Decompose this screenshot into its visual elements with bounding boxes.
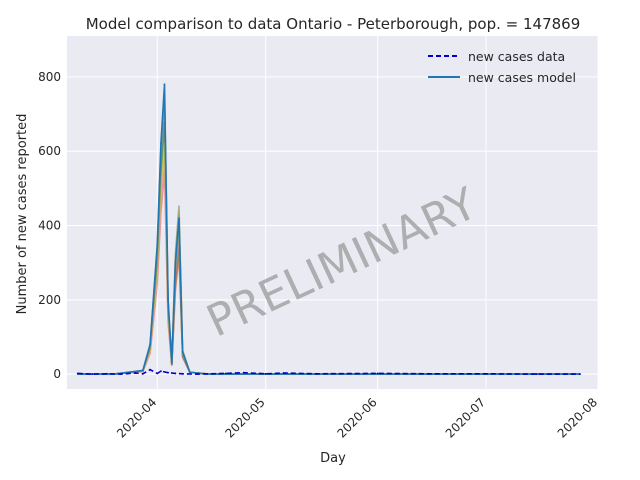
x-axis-label: Day [320,451,346,466]
legend-label-data: new cases data [468,49,565,64]
grid [67,36,599,389]
x-tick-label: 2020-07 [443,395,488,440]
data-point [142,372,144,375]
data-point [105,372,108,375]
data-point [315,372,318,375]
data-point [427,372,430,375]
data-point [535,373,538,375]
data-point [156,243,159,246]
data-point [156,372,159,375]
data-point [174,372,177,375]
data-point [264,372,267,375]
x-tick-label: 2020-04 [114,395,159,440]
legend: new cases data new cases model [428,49,576,85]
data-point [178,217,180,220]
x-tick-label: 2020-05 [222,395,267,440]
data-point [167,298,170,301]
y-axis-label: Number of new cases reported [15,114,30,315]
data-point [134,372,137,374]
data-point [376,372,379,375]
data-point [188,371,191,374]
data-point [170,362,173,364]
plot-area [67,36,598,389]
data-point [174,261,177,264]
data-point [149,368,152,371]
data-point [181,372,184,375]
data-point [163,83,166,86]
chart-title: Model comparison to data Ontario - Peter… [86,15,581,33]
y-tick-label: 200 [38,293,61,307]
data-point [243,371,245,374]
series-line-model [77,84,580,375]
data-point [485,372,487,375]
series-group [76,83,581,375]
data-point [160,142,162,145]
legend-label-model: new cases model [468,70,576,85]
data-point [91,373,94,375]
data-point [181,350,184,353]
data-point [160,370,162,373]
data-point [120,373,123,375]
data-point [76,372,79,375]
data-point [196,373,198,375]
x-tick-label: 2020-06 [334,395,379,440]
data-point [167,371,170,374]
data-point [149,343,152,346]
data-point [282,372,285,374]
data-point [225,372,227,375]
data-point [142,369,144,372]
y-tick-label: 400 [38,219,61,233]
y-tick-label: 600 [38,144,61,158]
y-tick-label: 0 [53,367,61,381]
x-tick-labels: 2020-04 2020-05 2020-06 2020-07 2020-08 [114,395,600,440]
y-tick-labels: 0 200 400 600 800 [38,70,61,381]
data-point [579,373,581,375]
y-tick-label: 800 [38,70,61,84]
x-tick-label: 2020-08 [555,395,600,440]
